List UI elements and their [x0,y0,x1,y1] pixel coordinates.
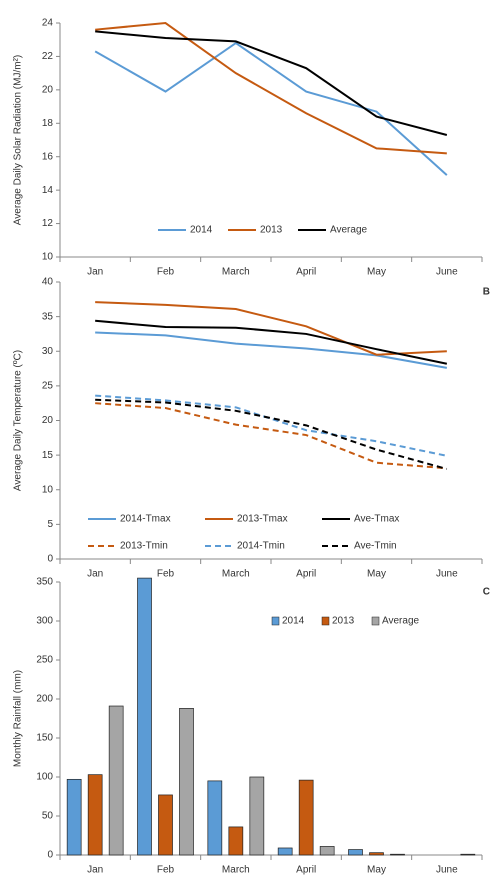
legend-label: 2013-Tmin [120,541,168,552]
x-tick-label: May [367,569,386,580]
bar [158,794,173,856]
legend-swatch [321,616,330,626]
y-tick-label: 15 [42,450,54,461]
x-tick-label: Jan [87,267,103,278]
legend-label: 2013 [332,616,355,627]
y-tick-label: 20 [42,84,54,95]
line-series [95,331,448,369]
legend-label: 2014 [282,616,305,627]
y-axis-label: Average Daily Temperature (ºC) [13,350,24,491]
x-tick-label: May [367,267,386,278]
bar [66,778,82,856]
legend-swatch [271,616,280,626]
bar [87,774,103,856]
x-tick-label: June [436,267,458,278]
x-tick-label: March [222,267,250,278]
legend-label: Average [330,225,368,236]
y-tick-label: 350 [36,577,53,588]
bar [277,847,293,856]
bar [319,846,335,856]
y-tick-label: 20 [42,415,54,426]
y-axis-label: Average Daily Solar Radiation (MJ/m²) [13,55,24,225]
bar [369,852,384,856]
y-tick-label: 0 [47,554,53,565]
legend-label: 2014 [190,225,213,236]
y-tick-label: 18 [42,118,54,129]
line-series [95,21,447,155]
y-tick-label: 12 [42,218,54,229]
x-tick-label: March [222,569,250,580]
y-tick-label: 100 [36,772,53,783]
bar [348,849,363,856]
y-tick-label: 10 [42,252,54,263]
panel-label: B [483,287,490,298]
legend-label: 2014-Tmin [237,541,285,552]
y-tick-label: 22 [42,51,54,62]
x-tick-label: Feb [157,865,175,876]
bar [207,780,223,856]
x-tick-label: June [436,865,458,876]
bar [390,853,405,856]
x-tick-label: April [296,569,316,580]
x-tick-label: April [296,267,316,278]
y-tick-label: 35 [42,311,54,322]
bar [228,826,244,856]
x-tick-label: April [296,865,316,876]
x-tick-label: Jan [87,569,103,580]
y-axis-label: Monthly Rainfall (mm) [13,670,24,767]
legend-label: 2014-Tmax [120,514,171,525]
legend-label: 2013-Tmax [237,514,288,525]
legend-label: Ave-Tmin [354,541,397,552]
y-tick-label: 150 [36,733,53,744]
line-series [95,30,448,136]
y-tick-label: 16 [42,151,54,162]
bar [460,853,476,856]
legend-label: Average [382,616,420,627]
y-tick-label: 30 [42,346,54,357]
y-tick-label: 5 [47,519,53,530]
y-tick-label: 250 [36,655,53,666]
y-tick-label: 300 [36,616,53,627]
x-tick-label: March [222,865,250,876]
line-series [95,301,447,356]
bar [179,708,194,856]
y-tick-label: 10 [42,484,54,495]
y-tick-label: 0 [47,850,53,861]
line-series [95,402,447,470]
y-tick-label: 24 [42,18,54,29]
bar [298,779,314,856]
x-tick-label: Feb [157,569,175,580]
bar [137,577,152,856]
line-series [95,394,448,457]
x-tick-label: May [367,865,386,876]
y-tick-label: 25 [42,381,54,392]
panel-label: C [483,587,490,598]
line-series [95,319,448,365]
line-series [95,398,448,470]
line-series [94,41,448,176]
legend-label: Ave-Tmax [354,514,399,525]
bar [249,776,265,856]
y-tick-label: 14 [42,185,54,196]
y-tick-label: 200 [36,694,53,705]
legend-label: 2013 [260,225,283,236]
x-tick-label: June [436,569,458,580]
bar [108,705,124,856]
x-tick-label: Jan [87,865,103,876]
y-tick-label: 40 [42,277,54,288]
legend-swatch [371,616,380,626]
x-tick-label: Feb [157,267,175,278]
y-tick-label: 50 [42,811,54,822]
